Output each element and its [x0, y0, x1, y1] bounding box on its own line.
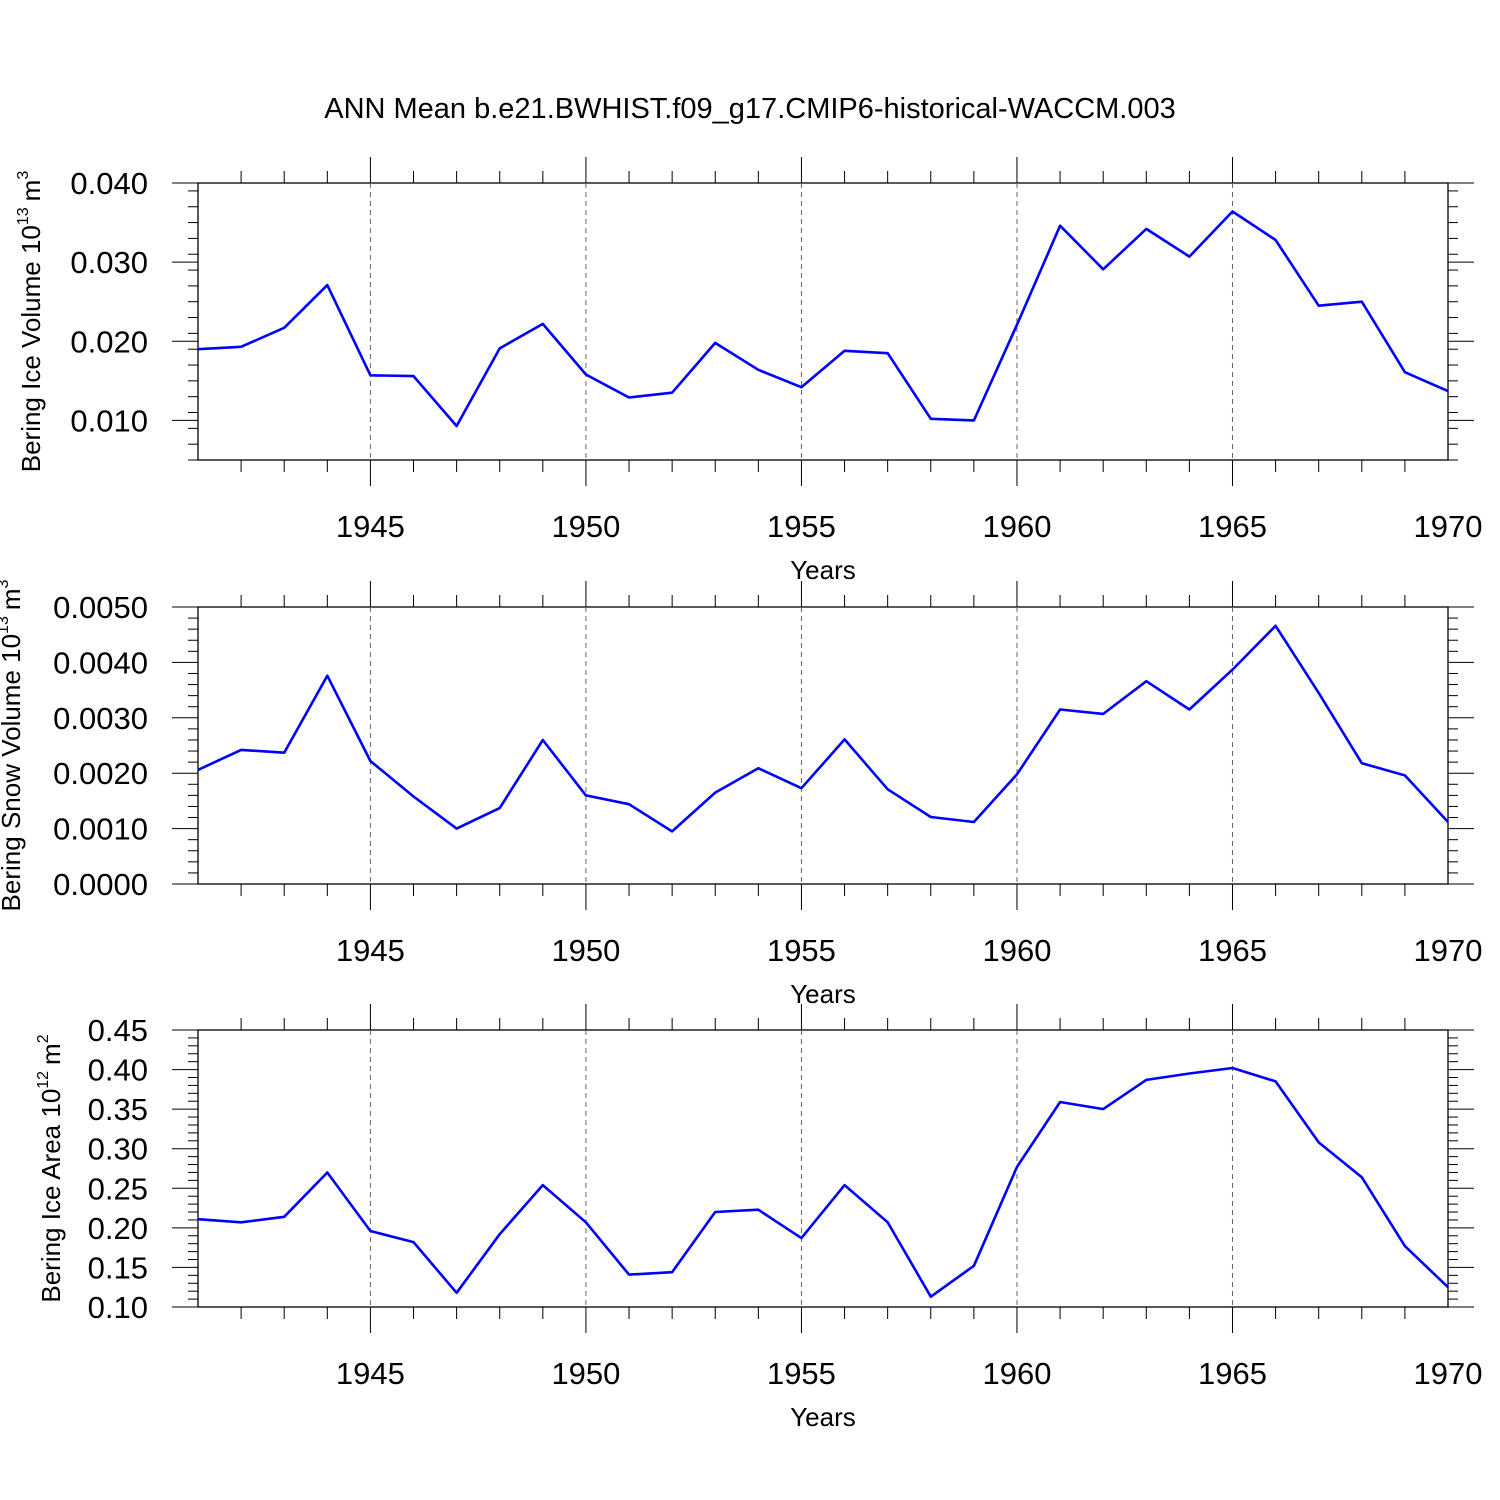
- y-axis-label-exponent: 13: [0, 616, 12, 634]
- chart-title: ANN Mean b.e21.BWHIST.f09_g17.CMIP6-hist…: [324, 93, 1176, 125]
- panel-1: 1945 1950 1955 1960 1965 1970 Years 0.010 0.020 0…: [15, 157, 1482, 585]
- plot-frame: [197, 182, 1449, 461]
- plot-frame: [197, 606, 1449, 885]
- x-tick-label: 1965: [1198, 933, 1267, 968]
- x-tick-label: 1950: [551, 1356, 620, 1391]
- y-axis-label: Bering Snow Volume 1013 m3: [0, 579, 26, 911]
- y-axis-label-unit-exponent: 3: [15, 171, 32, 180]
- y-axis-label-unit-exponent: 2: [35, 1034, 52, 1043]
- x-axis-label: Years: [790, 979, 856, 1009]
- x-tick-label: 1955: [767, 933, 836, 968]
- y-tick-label: 0.010: [70, 403, 148, 438]
- y-axis-label-text: Bering Ice Area 10: [36, 1089, 66, 1303]
- series-line: [197, 1066, 1449, 1298]
- x-tick-label: 1965: [1198, 1356, 1267, 1391]
- x-tick-label: 1970: [1414, 509, 1483, 544]
- y-tick-label: 0.20: [88, 1211, 148, 1246]
- y-tick-label: 0.25: [88, 1171, 148, 1206]
- x-tick-label: 1945: [336, 509, 405, 544]
- y-tick-label: 0.0000: [53, 867, 148, 902]
- panels: 1945 1950 1955 1960 1965 1970 Years 0.010 0.020 0…: [0, 157, 1482, 1432]
- x-tick-label: 1955: [767, 509, 836, 544]
- y-axis-label-exponent: 13: [15, 207, 32, 225]
- y-tick-label: 0.10: [88, 1290, 148, 1325]
- y-tick-label: 0.45: [88, 1013, 148, 1048]
- y-axis-label-unit: m: [0, 588, 26, 610]
- x-tick-label: 1945: [336, 1356, 405, 1391]
- x-tick-label: 1970: [1414, 1356, 1483, 1391]
- series-line: [197, 624, 1449, 833]
- y-axis-label-text: Bering Snow Volume 10: [0, 634, 26, 912]
- x-tick-label: 1950: [551, 509, 620, 544]
- y-axis-label-unit: m: [36, 1043, 66, 1065]
- x-tick-label: 1970: [1414, 933, 1483, 968]
- x-tick-label: 1950: [551, 933, 620, 968]
- y-tick-label: 0.0050: [53, 590, 148, 625]
- x-tick-label: 1960: [982, 1356, 1051, 1391]
- y-tick-label: 0.030: [70, 245, 148, 280]
- x-tick-label: 1960: [982, 509, 1051, 544]
- x-axis-label: Years: [790, 1402, 856, 1432]
- x-tick-label: 1965: [1198, 509, 1267, 544]
- y-axis-label-text: Bering Ice Volume 10: [16, 225, 46, 472]
- series-line: [197, 210, 1449, 428]
- x-tick-label: 1960: [982, 933, 1051, 968]
- y-axis-label: Bering Ice Area 1012 m2: [35, 1034, 66, 1302]
- panel-2: 1945 1950 1955 1960 1965 1970 Years 0.0000 0.001…: [0, 579, 1482, 1009]
- y-tick-label: 0.0010: [53, 812, 148, 847]
- y-tick-label: 0.020: [70, 324, 148, 359]
- y-tick-label: 0.0020: [53, 756, 148, 791]
- x-tick-label: 1945: [336, 933, 405, 968]
- plot-frame: [197, 1029, 1449, 1308]
- x-tick-label: 1955: [767, 1356, 836, 1391]
- y-tick-label: 0.0040: [53, 645, 148, 680]
- y-axis-label: Bering Ice Volume 1013 m3: [15, 171, 46, 473]
- y-tick-label: 0.040: [70, 166, 148, 201]
- y-tick-label: 0.15: [88, 1250, 148, 1285]
- y-tick-label: 0.35: [88, 1092, 148, 1127]
- panel-3: 1945 1950 1955 1960 1965 1970 Years 0.10 0.15 0.2…: [35, 1004, 1482, 1432]
- y-axis-label-exponent: 12: [35, 1071, 52, 1089]
- y-tick-label: 0.0030: [53, 701, 148, 736]
- x-axis-label: Years: [790, 555, 856, 585]
- y-tick-label: 0.30: [88, 1132, 148, 1167]
- y-tick-label: 0.40: [88, 1053, 148, 1088]
- y-axis-label-unit-exponent: 3: [0, 579, 12, 588]
- y-axis-label-unit: m: [16, 180, 46, 202]
